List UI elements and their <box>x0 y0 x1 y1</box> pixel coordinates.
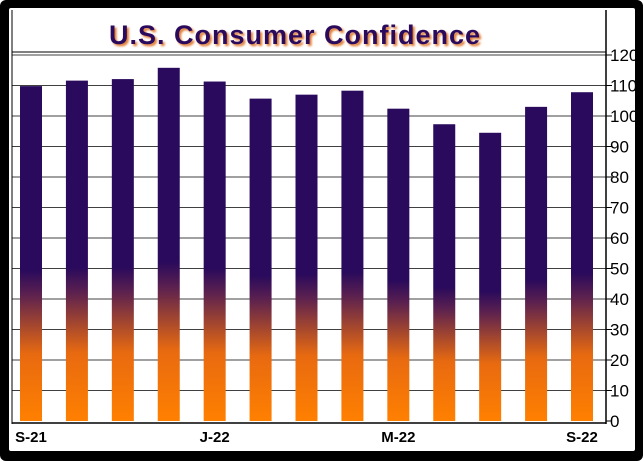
bar-J-22 <box>203 81 226 421</box>
bar-D-21 <box>157 67 180 421</box>
bar-A-22 <box>341 90 364 421</box>
bar-J-22 <box>479 132 502 421</box>
y-tick-label: 50 <box>610 260 629 279</box>
x-tick-label: S-22 <box>566 429 598 446</box>
y-tick-label: 110 <box>610 77 637 96</box>
bar-M-22 <box>295 94 318 422</box>
y-tick-label: 30 <box>610 321 629 340</box>
bar-M-22 <box>387 108 410 422</box>
bar-S-21 <box>20 86 42 422</box>
y-tick-label: 20 <box>610 351 629 370</box>
x-tick-label: J-22 <box>200 429 230 446</box>
y-tick-label: 80 <box>610 168 629 187</box>
bar-F-22 <box>249 98 272 422</box>
bar-A-22 <box>525 106 548 421</box>
x-tick-label: M-22 <box>381 429 415 446</box>
y-tick-label: 100 <box>610 107 638 126</box>
y-tick-label: 10 <box>610 382 629 401</box>
bar-J-22 <box>433 124 456 422</box>
y-tick-label: 40 <box>610 290 629 309</box>
y-tick-label: 0 <box>610 412 619 431</box>
chart-title: U.S. Consumer Confidence <box>108 20 482 50</box>
y-tick-label: 120 <box>610 46 638 65</box>
bar-N-21 <box>111 79 134 421</box>
y-tick-label: 60 <box>610 229 629 248</box>
y-tick-label: 70 <box>610 199 629 218</box>
bar-O-21 <box>65 80 88 422</box>
bar-S-22 <box>571 92 593 422</box>
y-tick-label: 90 <box>610 138 629 157</box>
x-tick-label: S-21 <box>15 429 47 446</box>
